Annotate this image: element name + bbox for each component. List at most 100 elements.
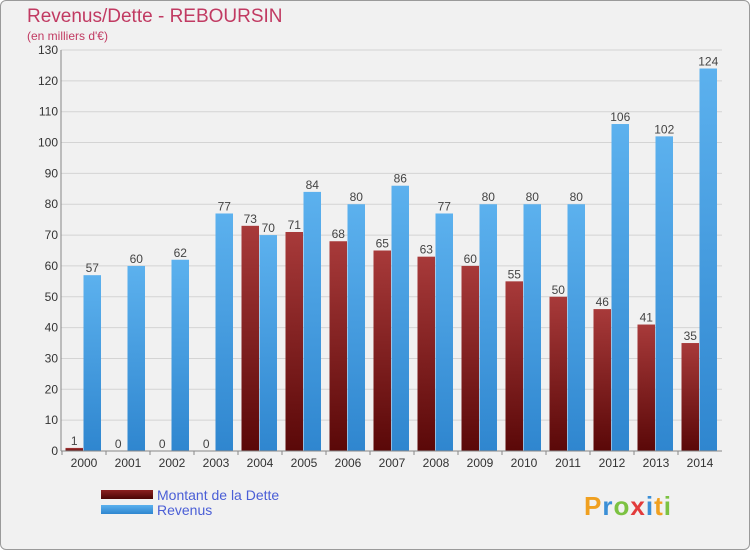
legend-swatch-debt (101, 490, 153, 499)
data-label-revenus: 80 (482, 190, 496, 204)
data-label-debt: 46 (596, 295, 610, 309)
data-label-revenus: 124 (698, 55, 718, 69)
y-tick-label: 30 (45, 351, 59, 365)
data-label-revenus: 80 (526, 190, 540, 204)
bar-revenus (83, 275, 101, 451)
y-tick-label: 40 (45, 321, 59, 335)
proxiti-logo: Proxiti (584, 491, 672, 522)
legend-label-debt: Montant de la Dette (157, 486, 280, 503)
logo-letter: r (602, 491, 614, 521)
bar-debt (373, 250, 391, 451)
y-tick-label: 80 (45, 197, 59, 211)
y-tick-label: 130 (38, 43, 58, 57)
data-label-revenus: 77 (218, 199, 232, 213)
y-tick-label: 100 (38, 136, 58, 150)
y-tick-label: 120 (38, 74, 58, 88)
y-tick-label: 50 (45, 290, 59, 304)
x-tick-label: 2006 (335, 456, 362, 470)
data-label-debt: 1 (71, 434, 78, 448)
data-label-revenus: 77 (438, 199, 452, 213)
chart-title: Revenus/Dette - REBOURSIN (27, 6, 283, 27)
bar-debt (329, 241, 347, 451)
bar-revenus (611, 124, 629, 452)
data-label-debt: 50 (552, 283, 566, 297)
bar-debt (65, 447, 83, 451)
y-tick-label: 60 (45, 259, 59, 273)
x-tick-label: 2001 (115, 456, 142, 470)
x-tick-label: 2003 (203, 456, 230, 470)
y-tick-label: 20 (45, 382, 59, 396)
y-tick-label: 0 (51, 444, 58, 458)
bar-revenus (435, 213, 453, 451)
bar-revenus (391, 185, 409, 451)
data-label-revenus: 106 (610, 110, 630, 124)
data-label-debt: 65 (376, 237, 390, 251)
x-tick-label: 2007 (379, 456, 406, 470)
data-label-revenus: 80 (350, 190, 364, 204)
data-label-debt: 35 (684, 329, 698, 343)
data-label-debt: 55 (508, 267, 522, 281)
y-tick-label: 90 (45, 166, 59, 180)
data-label-debt: 71 (288, 218, 302, 232)
logo-letter: i (645, 491, 655, 521)
data-label-debt: 63 (420, 243, 434, 257)
x-tick-label: 2010 (511, 456, 538, 470)
bar-debt (637, 324, 655, 451)
data-label-debt: 68 (332, 227, 346, 241)
logo-letter: o (613, 491, 631, 521)
bar-debt (593, 309, 611, 451)
x-tick-label: 2000 (71, 456, 98, 470)
bar-debt (549, 296, 567, 451)
x-tick-label: 2008 (423, 456, 450, 470)
data-label-debt: 0 (203, 437, 210, 451)
data-label-revenus: 86 (394, 172, 408, 186)
legend-label-revenus: Revenus (157, 501, 213, 518)
bar-revenus (479, 204, 497, 451)
bar-revenus (655, 136, 673, 451)
bar-debt (241, 225, 259, 451)
y-tick-label: 110 (39, 105, 58, 119)
x-tick-label: 2004 (247, 456, 274, 470)
data-label-revenus: 60 (130, 252, 144, 266)
legend-item-revenus: Revenus (101, 501, 279, 518)
bar-debt (505, 281, 523, 451)
data-label-revenus: 102 (654, 122, 674, 136)
legend-item-debt: Montant de la Dette (101, 486, 280, 503)
data-label-revenus: 84 (306, 178, 320, 192)
legend-swatch-revenus (101, 505, 153, 514)
x-tick-label: 2009 (467, 456, 494, 470)
data-label-debt: 0 (159, 437, 166, 451)
bar-revenus (347, 204, 365, 451)
y-tick-label: 70 (45, 228, 59, 242)
x-tick-label: 2013 (643, 456, 670, 470)
bar-revenus (699, 68, 717, 451)
chart-subtitle: (en milliers d'€) (27, 29, 108, 43)
bar-debt (681, 343, 699, 451)
bar-revenus (259, 235, 277, 451)
x-tick-label: 2011 (555, 456, 581, 470)
logo-letter: t (654, 491, 664, 521)
data-label-debt: 41 (640, 311, 654, 325)
x-tick-label: 2002 (159, 456, 186, 470)
logo-letter: P (584, 491, 603, 521)
data-label-debt: 60 (464, 252, 478, 266)
data-label-revenus: 62 (174, 246, 188, 260)
legend: Montant de la Dette Revenus (101, 486, 280, 518)
data-label-debt: 73 (244, 212, 258, 226)
bar-revenus (523, 204, 541, 451)
data-label-debt: 0 (115, 437, 122, 451)
bar-debt (285, 231, 303, 451)
bar-revenus (171, 259, 189, 451)
logo-letter: i (663, 491, 672, 521)
bar-debt (417, 256, 435, 451)
x-tick-label: 2012 (599, 456, 626, 470)
bar-revenus (215, 213, 233, 451)
bar-revenus (303, 191, 321, 451)
data-label-revenus: 70 (262, 221, 276, 235)
y-tick-label: 10 (45, 413, 59, 427)
logo-letter: x (630, 491, 646, 521)
x-tick-label: 2014 (687, 456, 714, 470)
data-label-revenus: 57 (86, 261, 100, 275)
bar-debt (461, 265, 479, 451)
